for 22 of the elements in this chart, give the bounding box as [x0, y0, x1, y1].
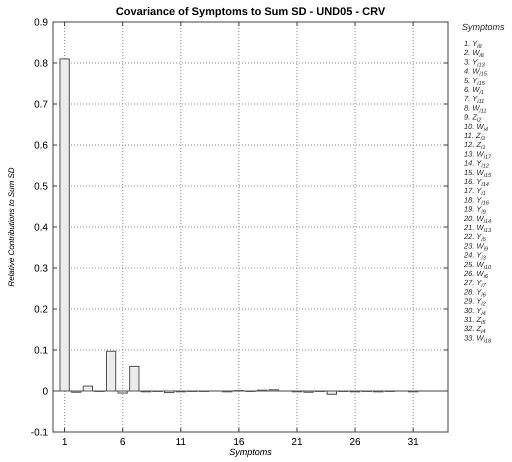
- y-tick-label: -0.1: [30, 428, 48, 438]
- y-tick-label: 0.5: [34, 182, 48, 192]
- x-tick-label: 31: [408, 437, 420, 448]
- x-axis-title: Symptoms: [229, 447, 272, 457]
- y-axis-title: Relative Contributions to Sum SD: [7, 167, 16, 287]
- chart-title: Covariance of Symptoms to Sum SD - UND05 - CRV: [116, 6, 386, 18]
- text: Symptoms: [462, 22, 506, 32]
- y-tick-label: 0.9: [34, 18, 48, 28]
- x-tick-label: 21: [291, 437, 303, 448]
- y-tick-label: 0.1: [34, 346, 48, 356]
- y-tick-label: 0.2: [34, 304, 48, 316]
- x-tick-label: 16: [233, 437, 245, 448]
- x-tick-label: 26: [349, 437, 362, 448]
- x-tick-label: 6: [120, 437, 126, 448]
- y-tick-label: 0.3: [34, 264, 48, 274]
- y-tick-label: 0.7: [34, 100, 48, 110]
- y-tick-label: 0.4: [34, 222, 48, 234]
- y-tick-label: 0.8: [34, 58, 48, 70]
- x-tick-label: 1: [62, 437, 68, 448]
- x-tick-label: 11: [176, 437, 186, 448]
- y-tick-label: 0: [42, 386, 48, 398]
- y-tick-label: 0.6: [34, 140, 48, 152]
